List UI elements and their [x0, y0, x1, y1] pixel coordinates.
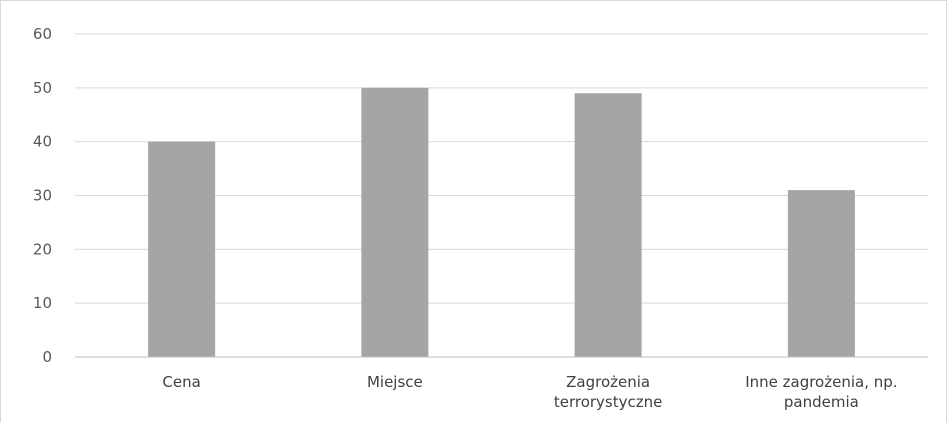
- x-tick-label: Zagrożenia terrorystyczne: [554, 373, 663, 411]
- bar: [148, 141, 216, 357]
- bar: [787, 190, 855, 357]
- bars: [148, 87, 855, 357]
- x-tick-label-line: Miejsce: [367, 373, 423, 391]
- bar: [361, 87, 429, 357]
- x-tick-label: Inne zagrożenia, np. pandemia: [745, 373, 897, 411]
- gridlines: [75, 33, 928, 304]
- y-axis-ticks: 0 10 20 30 40 50 60: [33, 25, 52, 366]
- y-tick-label: 20: [33, 240, 52, 258]
- y-tick-label: 10: [33, 294, 52, 312]
- x-tick-label-line: Cena: [162, 373, 200, 391]
- y-tick-label: 40: [33, 133, 52, 151]
- x-tick-label: Miejsce: [367, 373, 423, 391]
- x-tick-label-line: pandemia: [784, 393, 859, 411]
- y-tick-label: 30: [33, 187, 52, 205]
- x-tick-label-line: Inne zagrożenia, np.: [745, 373, 897, 391]
- y-tick-label: 60: [33, 25, 52, 43]
- y-tick-label: 0: [42, 348, 52, 366]
- x-tick-label: Cena: [162, 373, 200, 391]
- x-tick-label-line: terrorystyczne: [554, 393, 663, 411]
- bar: [574, 93, 642, 357]
- y-tick-label: 50: [33, 79, 52, 97]
- x-axis-labels: Cena Miejsce Zagrożenia terrorystyczne Inne …: [162, 373, 897, 411]
- x-tick-label-line: Zagrożenia: [566, 373, 650, 391]
